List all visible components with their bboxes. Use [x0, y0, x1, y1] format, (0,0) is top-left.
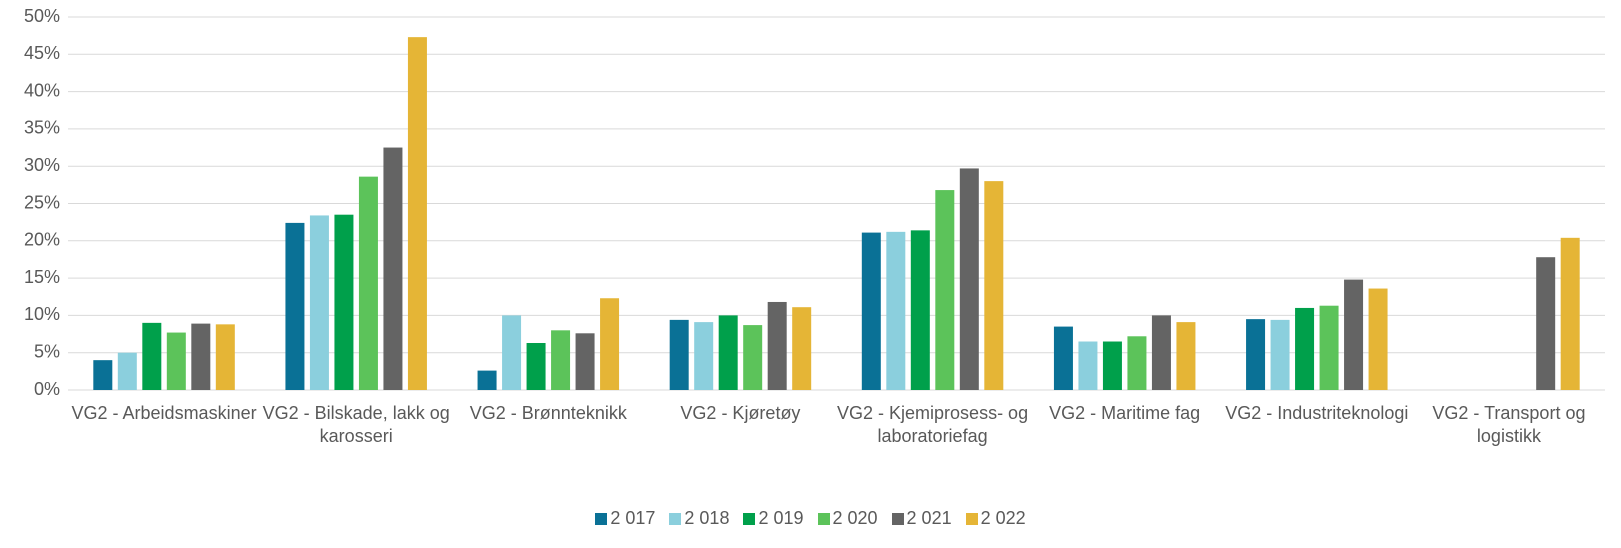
x-tick-label: VG2 - Maritime fag — [1049, 403, 1201, 423]
bar — [1053, 326, 1073, 390]
x-tick-label: VG2 - Transport og logistikk — [1432, 403, 1586, 446]
bar — [1295, 307, 1315, 390]
legend-item: 2 019 — [743, 508, 804, 529]
bar — [1319, 305, 1339, 390]
bar — [215, 324, 235, 390]
legend-label: 2 018 — [684, 508, 730, 528]
x-tick-label: VG2 - Arbeidsmaskiner — [71, 403, 257, 423]
bar — [191, 323, 211, 390]
bar — [1270, 319, 1290, 390]
y-tick-label: 10% — [24, 304, 60, 324]
bar — [767, 301, 787, 390]
bar — [910, 230, 930, 390]
y-tick-label: 50% — [24, 6, 60, 26]
bar — [718, 315, 738, 390]
y-tick-label: 20% — [24, 230, 60, 250]
x-tick-label: VG2 - Bilskade, lakk og karosseri — [262, 403, 450, 446]
bar — [694, 322, 714, 390]
bar — [358, 176, 378, 390]
legend-label: 2 020 — [832, 508, 878, 528]
bar — [407, 37, 427, 390]
bar — [477, 370, 497, 390]
legend-swatch — [595, 512, 608, 525]
legend-swatch — [817, 512, 830, 525]
legend-label: 2 022 — [980, 508, 1026, 528]
legend-swatch — [743, 512, 756, 525]
y-tick-label: 0% — [34, 379, 60, 399]
bar — [93, 360, 113, 390]
bar — [959, 168, 979, 390]
legend-swatch — [669, 512, 682, 525]
bar — [142, 322, 162, 390]
bar — [166, 332, 186, 390]
bar — [551, 330, 571, 390]
bar — [1176, 322, 1196, 390]
bar — [285, 222, 305, 390]
legend-swatch — [891, 512, 904, 525]
bar — [526, 343, 546, 390]
y-tick-label: 25% — [24, 192, 60, 212]
bar — [743, 325, 763, 390]
legend-swatch — [965, 512, 978, 525]
bar — [886, 231, 906, 390]
bar — [1102, 341, 1122, 390]
bar — [600, 298, 620, 390]
y-tick-label: 15% — [24, 267, 60, 287]
bar — [383, 147, 403, 390]
legend-item: 2 018 — [669, 508, 729, 529]
bar — [984, 181, 1004, 390]
y-tick-label: 40% — [24, 80, 60, 100]
bar — [334, 214, 354, 390]
bar — [1127, 336, 1147, 390]
bar — [792, 307, 812, 390]
y-tick-label: 35% — [24, 118, 60, 138]
bar — [1151, 315, 1171, 390]
bar — [1536, 257, 1556, 390]
x-tick-label: VG2 - Kjemiprosess- og laboratoriefag — [837, 403, 1029, 446]
bar — [1078, 341, 1098, 390]
legend-item: 2 020 — [817, 508, 878, 529]
legend: 2 017 2 018 2 019 2 020 2 021 2 022 — [0, 508, 1621, 529]
bar — [861, 232, 881, 390]
y-tick-label: 5% — [34, 341, 60, 361]
y-tick-label: 30% — [24, 155, 60, 175]
legend-item: 2 021 — [891, 508, 952, 529]
legend-label: 2 017 — [610, 508, 656, 528]
bar — [1246, 319, 1266, 390]
legend-item: 2 017 — [595, 508, 655, 529]
bar — [1560, 237, 1580, 390]
bar — [1368, 288, 1388, 390]
bar — [1344, 279, 1364, 390]
bar — [117, 352, 137, 390]
bar — [502, 315, 522, 390]
x-tick-label: VG2 - Industriteknologi — [1225, 403, 1409, 423]
bar — [935, 190, 955, 390]
legend-label: 2 019 — [758, 508, 804, 528]
legend-item: 2 022 — [965, 508, 1026, 529]
legend-label: 2 021 — [906, 508, 952, 528]
y-tick-label: 45% — [24, 43, 60, 63]
x-tick-label: VG2 - Kjøretøy — [680, 403, 801, 423]
bar — [669, 319, 689, 390]
bar — [309, 215, 329, 390]
bar — [575, 333, 595, 390]
x-tick-label: VG2 - Brønnteknikk — [469, 403, 627, 423]
